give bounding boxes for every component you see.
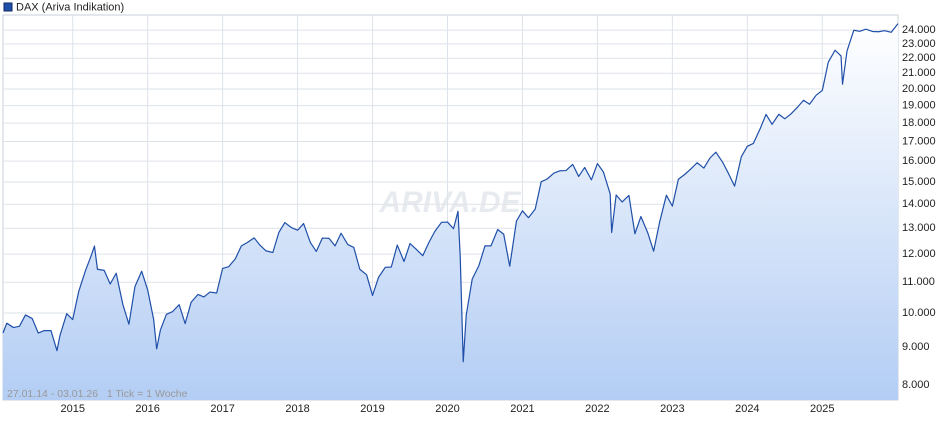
legend-label: DAX (Ariva Indikation) [16,1,124,13]
y-tick-label: 18.000 [902,117,936,129]
y-tick-label: 16.000 [902,155,936,167]
x-tick-label: 2015 [60,403,84,415]
x-tick-label: 2016 [135,403,159,415]
y-tick-label: 20.000 [902,83,936,95]
x-tick-label: 2022 [585,403,609,415]
watermark: ARIVA.DE [378,186,521,219]
x-tick-label: 2017 [210,403,234,415]
y-tick-label: 9.000 [902,341,930,353]
x-tick-label: 2021 [510,403,534,415]
y-tick-label: 11.000 [902,276,935,288]
y-tick-label: 15.000 [902,176,936,188]
x-tick-label: 2018 [285,403,309,415]
y-tick-label: 22.000 [902,52,936,64]
y-tick-label: 23.000 [902,38,936,50]
y-tick-label: 12.000 [902,248,936,260]
x-tick-label: 2024 [735,403,759,415]
y-tick-label: 10.000 [902,307,936,319]
y-tick-label: 24.000 [902,24,936,36]
line [2,23,899,363]
x-tick-label: 2025 [810,403,834,415]
x-tick-label: 2020 [435,403,459,415]
footnote: 27.01.14 - 03.01.26 1 Tick = 1 Woche [7,388,188,400]
plot [2,23,899,401]
x-tick-label: 2023 [660,403,684,415]
y-tick-label: 21.000 [902,67,936,79]
y-tick-label: 14.000 [902,198,936,210]
y-tick-label: 19.000 [902,100,936,112]
y-tick-label: 17.000 [902,135,936,147]
x-tick-label: 2019 [360,403,384,415]
area [3,23,898,401]
y-tick-label: 8.000 [902,379,930,391]
legend-swatch [3,2,13,12]
y-tick-label: 13.000 [902,222,936,234]
